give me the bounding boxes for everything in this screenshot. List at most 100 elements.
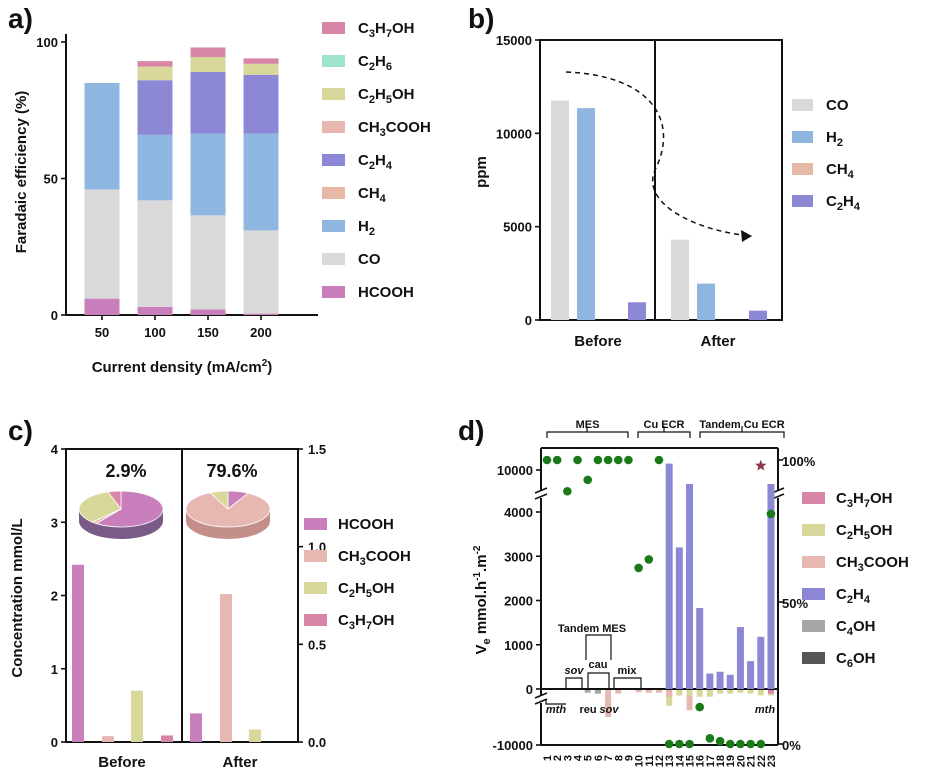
panel-d-bar-C2H5OH xyxy=(757,690,764,696)
panel-a-legend-label: HCOOH xyxy=(358,284,414,301)
panel-d-bar-C2H4 xyxy=(757,636,765,689)
panel-c-y2tick-label: 0.0 xyxy=(308,735,326,750)
panel-d-xtick-label: 2 xyxy=(552,755,564,761)
panel-b-bar-H2 xyxy=(577,108,595,320)
panel-d-xtick-label: 6 xyxy=(593,755,605,761)
panel-d-selectivity-point xyxy=(603,455,613,465)
panel-c-y2tick-label: 0.5 xyxy=(308,637,326,652)
panel-d-xtick-label: 16 xyxy=(695,755,707,767)
panel-d-selectivity-point xyxy=(746,739,755,749)
panel-d-axis-break xyxy=(534,698,548,705)
panel-c-legend-label: CH3COOH xyxy=(338,548,411,568)
panel-d-legend-swatch xyxy=(802,556,825,568)
panel-d-xtick-label: 3 xyxy=(562,755,574,761)
panel-d-bar-C2H5OH xyxy=(737,690,744,693)
panel-a-legend-swatch xyxy=(322,22,345,34)
panel-a-bar-CO xyxy=(84,189,120,299)
panel-c-legend-label: C3H7OH xyxy=(338,612,394,632)
panel-d-y2tick-label: 0% xyxy=(782,738,801,753)
panel-d-mth-bracket xyxy=(545,700,566,705)
panel-a-ylabel: Faradaic efficiency (%) xyxy=(13,91,30,254)
panel-c-ytick-label: 1 xyxy=(51,662,58,677)
panel-d-bar-C2H5OH xyxy=(727,690,734,694)
panel-c-ylabel: Concentration mmol/L xyxy=(9,518,26,677)
panel-b-bar-C2H4 xyxy=(628,302,646,320)
panel-d-xtick-label: 13 xyxy=(664,755,676,767)
panel-a-legend-label: CH3COOH xyxy=(358,119,431,139)
panel-b-legend-label: CO xyxy=(826,97,849,114)
panel-b-bar-CO xyxy=(551,100,569,321)
panel-d-annotation-mth: mth xyxy=(546,704,566,716)
panel-d-selectivity-point xyxy=(695,702,704,712)
panel-c: c) Concentration mmol/L 012340.00.51.01.… xyxy=(8,415,411,771)
panel-d-annotation-mix: mix xyxy=(618,665,638,677)
panel-d-group-tandem-cu-ecr-bracket xyxy=(699,431,785,438)
panel-d-axis-break-gap xyxy=(773,491,783,498)
panel-d-bar-C2H4 xyxy=(696,608,704,689)
panel-d-axis-break-gap xyxy=(536,696,546,703)
panel-a-xtick-label: 50 xyxy=(95,325,109,340)
panel-a-legend-swatch xyxy=(322,154,345,166)
panel-b-bar-CO xyxy=(671,239,689,320)
panel-d-xtick-label: 5 xyxy=(583,755,595,761)
panel-d-xtick-label: 8 xyxy=(613,755,625,761)
panel-c-ytick-label: 0 xyxy=(51,735,58,750)
panel-a-legend-label: C2H5OH xyxy=(358,86,414,106)
panel-d-bar-CH3COOH xyxy=(615,690,622,694)
panel-d-group-mes-bracket xyxy=(546,431,629,438)
panel-a-legend-swatch xyxy=(322,220,345,232)
panel-d-xtick-label: 19 xyxy=(725,755,737,767)
panel-c-bar-C2H5OH xyxy=(131,690,143,742)
panel-c-legend-swatch xyxy=(304,614,327,626)
panel-a-ytick-label: 50 xyxy=(44,172,58,187)
panel-d-selectivity-point xyxy=(563,486,572,496)
panel-c-ytick-label: 4 xyxy=(51,442,59,457)
panel-b-bar-C2H4 xyxy=(749,310,767,320)
panel-a-bar-HCOOH xyxy=(243,313,279,315)
panel-d-xtick-label: 15 xyxy=(685,755,697,767)
panel-d-legend-swatch xyxy=(802,620,825,632)
panel-a-bar-C2H4 xyxy=(190,72,226,134)
panel-d-xtick-label: 4 xyxy=(573,754,585,761)
panel-d-bar-CH3COOH xyxy=(635,690,642,693)
panel-d-xtick-label: 18 xyxy=(715,755,727,767)
panel-a-bar-C2H4 xyxy=(243,74,279,134)
panel-a-bar-H2 xyxy=(243,133,279,231)
panel-b: b) ppm 0 5000 10000 15000 Before After CO H2 CH4… xyxy=(468,3,861,350)
panel-a-legend-swatch xyxy=(322,253,345,265)
panel-c-pie-slice-HCOOH xyxy=(95,490,164,528)
panel-d-ytick-label: 10000 xyxy=(497,463,533,478)
panel-d-selectivity-point xyxy=(573,455,582,465)
panel-b-group-label: Before xyxy=(574,333,622,350)
panel-a-bar-H2 xyxy=(137,134,173,201)
panel-a-bar-HCOOH xyxy=(190,309,226,315)
panel-d-annotation-sov: sov xyxy=(600,704,620,716)
panel-a-legend-swatch xyxy=(322,286,345,298)
panel-c-pie-slice-C3H7OH xyxy=(107,490,122,511)
panel-d-legend-label: C2H4 xyxy=(836,586,871,606)
panel-c-pie-percent: 2.9% xyxy=(105,461,146,481)
panel-d-bar-CH3COOH xyxy=(655,690,662,693)
panel-d-bar-C3H7OH xyxy=(767,690,774,694)
panel-d-xtick-label: 9 xyxy=(623,755,635,761)
panel-a-legend-swatch xyxy=(322,187,345,199)
panel-d-bar-C2H4 xyxy=(686,484,694,689)
panel-b-legend-swatch xyxy=(792,163,813,175)
panel-b-legend-swatch xyxy=(792,131,813,143)
panel-d-selectivity-point xyxy=(664,739,674,749)
panel-d-bar-C2H5OH xyxy=(696,690,703,697)
panel-d-xtick-label: 10 xyxy=(634,755,646,767)
panel-d-tandem-mes-bracket xyxy=(585,634,612,660)
panel-d-selectivity-point xyxy=(644,555,654,564)
panel-d-selectivity-point xyxy=(624,455,633,465)
panel-d-legend-label: C4OH xyxy=(836,618,875,638)
panel-d-bar-C2H4 xyxy=(706,673,714,689)
panel-d-annotation-sov: sov xyxy=(565,665,585,677)
panel-d-bar-C2H4 xyxy=(736,627,744,689)
panel-a-bar-H2 xyxy=(84,82,120,190)
panel-d-cau-bracket xyxy=(587,672,610,689)
panel-d-bar-C4OH xyxy=(594,690,601,694)
panel-d-legend-label: C6OH xyxy=(836,650,875,670)
panel-b-ytick-label: 0 xyxy=(525,313,532,328)
panel-d-legend-swatch xyxy=(802,652,825,664)
